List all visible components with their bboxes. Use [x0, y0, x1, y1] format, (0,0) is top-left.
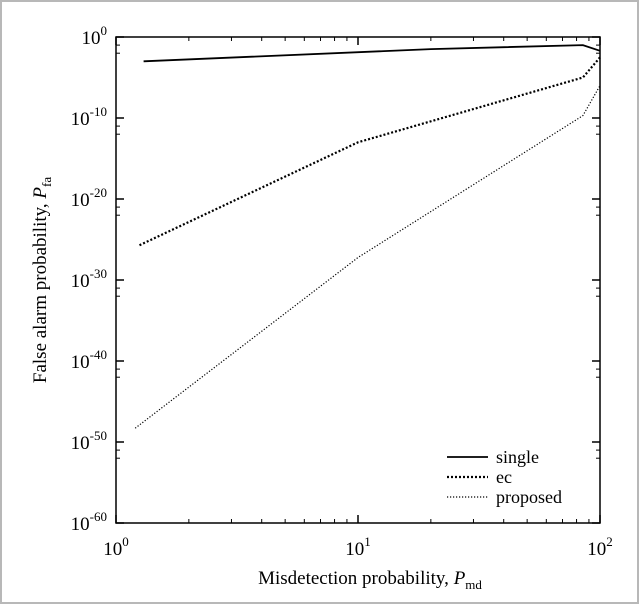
series-line-single — [143, 44, 601, 63]
x-tick-label-2: 102 — [587, 534, 613, 560]
legend-label-single: single — [496, 447, 539, 467]
x-tick-label-0: 100 — [103, 534, 129, 560]
y-tick-label-3: 10-30 — [71, 266, 107, 292]
legend-label-proposed: proposed — [496, 487, 562, 507]
y-tick-labels: 100 10-10 10-20 10-30 10-40 10-50 10-60 — [71, 23, 107, 535]
y-tick-label-0: 100 — [82, 23, 108, 49]
legend-label-ec: ec — [496, 467, 512, 487]
y-tick-label-1: 10-10 — [71, 104, 107, 130]
series-line-ec — [139, 56, 601, 247]
plot-area — [115, 36, 601, 524]
y-tick-label-2: 10-20 — [71, 185, 107, 211]
x-tick-label-1: 101 — [345, 534, 371, 560]
y-tick-label-4: 10-40 — [71, 347, 107, 373]
y-tick-label-6: 10-60 — [71, 509, 107, 535]
x-axis-label: Misdetection probability, Pmd — [258, 568, 482, 592]
series-lines — [134, 44, 601, 429]
x-tick-labels: 100 101 102 — [103, 534, 613, 560]
y-tick-label-5: 10-50 — [71, 428, 107, 454]
series-line-proposed — [134, 85, 601, 429]
y-axis-label: False alarm probability, Pfa — [30, 177, 54, 383]
